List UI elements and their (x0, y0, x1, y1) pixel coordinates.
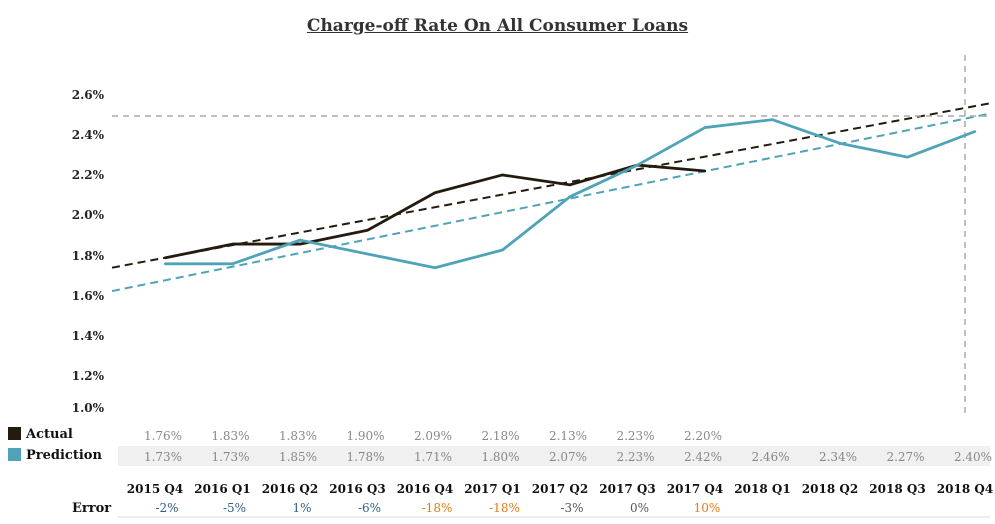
table-background (118, 425, 990, 466)
y-tick-label: 1.2% (72, 369, 105, 383)
trend-line-1 (111, 112, 991, 293)
y-axis-ticks: 1.0% 1.2% 1.4% 1.6% 1.8% 2.0% 2.2% 2.4% 2.6% (72, 88, 105, 415)
error-value: 1% (292, 501, 311, 515)
y-tick-label: 1.4% (72, 329, 105, 343)
table-cell: 1.83% (279, 429, 317, 443)
data-point-actual-4 (433, 191, 437, 194)
error-row-label: Error (72, 501, 111, 516)
y-tick-label: 1.0% (72, 401, 105, 415)
table-cell: 2.07% (549, 450, 587, 464)
data-point-actual-6 (568, 183, 572, 187)
x-tick-label: 2016 Q4 (397, 482, 453, 496)
data-point-prediction-9 (771, 118, 774, 121)
table-cell: 1.73% (211, 450, 249, 464)
y-tick-label: 2.4% (72, 128, 105, 142)
table-cell: 2.23% (616, 450, 654, 464)
series-lines (163, 118, 977, 270)
data-point-prediction-3 (366, 252, 369, 256)
y-tick-label: 2.6% (72, 88, 105, 102)
table-cell: 2.20% (684, 429, 722, 443)
data-point-prediction-12 (973, 130, 977, 133)
data-point-actual-5 (501, 173, 504, 177)
table-cell: 1.78% (346, 450, 384, 464)
x-tick-label: 2018 Q2 (802, 482, 858, 496)
data-point-prediction-7 (636, 163, 639, 167)
table-cell: 1.90% (346, 429, 384, 443)
data-point-prediction-10 (838, 142, 842, 145)
legend-swatch-actual (8, 427, 21, 440)
x-tick-label: 2016 Q1 (194, 482, 250, 496)
data-point-prediction-6 (568, 195, 572, 198)
data-point-prediction-2 (298, 238, 302, 242)
data-point-actual-3 (366, 229, 369, 232)
data-point-prediction-0 (163, 262, 167, 266)
x-tick-label: 2017 Q2 (532, 482, 588, 496)
legend: Actual Prediction (8, 427, 102, 463)
data-point-prediction-5 (501, 248, 504, 252)
y-tick-label: 1.8% (72, 249, 105, 263)
y-tick-label: 1.6% (72, 289, 105, 303)
data-point-prediction-1 (231, 262, 234, 266)
legend-swatch-prediction (8, 448, 21, 461)
table-cell: 1.73% (144, 450, 182, 464)
table-cell: 1.71% (414, 450, 452, 464)
y-tick-label: 2.0% (72, 208, 105, 222)
reference-lines (112, 55, 990, 415)
error-value: -6% (358, 501, 381, 515)
trend-line-0 (111, 102, 991, 269)
table-cell: 2.09% (414, 429, 452, 443)
data-point-actual-8 (703, 169, 707, 173)
table-cell: 1.85% (279, 450, 317, 464)
error-value: -18% (422, 501, 453, 515)
error-row: Error -2% -5% 1% -6% -18% -18% -3% 0% 10% (72, 501, 990, 518)
table-cell: 2.27% (886, 450, 924, 464)
table-cell: 2.13% (549, 429, 587, 443)
table-cell: 2.34% (819, 450, 857, 464)
table-cell: 2.23% (616, 429, 654, 443)
data-point-prediction-8 (703, 126, 707, 129)
trend-lines (111, 102, 991, 293)
table-cell: 1.83% (211, 429, 249, 443)
x-tick-label: 2016 Q3 (329, 482, 385, 496)
table-cell: 1.76% (144, 429, 182, 443)
data-point-prediction-4 (433, 266, 437, 269)
error-value: -2% (155, 501, 178, 515)
data-point-actual-2 (298, 242, 302, 246)
error-value: 10% (694, 501, 721, 515)
table-cell: 2.40% (954, 450, 992, 464)
y-tick-label: 2.2% (72, 168, 105, 182)
error-value: -3% (560, 501, 583, 515)
data-point-prediction-11 (906, 155, 909, 159)
x-tick-label: 2017 Q1 (464, 482, 520, 496)
x-tick-label: 2018 Q3 (869, 482, 925, 496)
error-value: 0% (630, 501, 649, 515)
table-cell: 1.80% (481, 450, 519, 464)
x-axis-labels: 2015 Q4 2016 Q1 2016 Q2 2016 Q3 2016 Q4 2017 … (127, 482, 993, 496)
error-value: -18% (489, 501, 520, 515)
data-point-actual-1 (231, 242, 234, 246)
chart-title: Charge-off Rate On All Consumer Loans (306, 16, 689, 36)
data-table: 1.76% 1.83% 1.83% 1.90% 2.09% 2.18% 2.13% 2.23%… (144, 429, 992, 464)
table-cell: 2.18% (481, 429, 519, 443)
x-tick-label: 2018 Q1 (734, 482, 790, 496)
legend-label-actual: Actual (25, 427, 73, 442)
actual-row-bg (118, 425, 990, 446)
x-tick-label: 2017 Q4 (667, 482, 723, 496)
table-cell: 2.42% (684, 450, 722, 464)
series-line-actual (164, 163, 706, 260)
x-tick-label: 2015 Q4 (127, 482, 183, 496)
legend-label-prediction: Prediction (26, 448, 102, 463)
error-value: -5% (223, 501, 246, 515)
x-tick-label: 2018 Q4 (937, 482, 993, 496)
data-point-actual-0 (163, 256, 167, 260)
x-tick-label: 2016 Q2 (262, 482, 318, 496)
x-tick-label: 2017 Q3 (599, 482, 655, 496)
table-cell: 2.46% (751, 450, 789, 464)
prediction-row-bg (118, 446, 990, 466)
